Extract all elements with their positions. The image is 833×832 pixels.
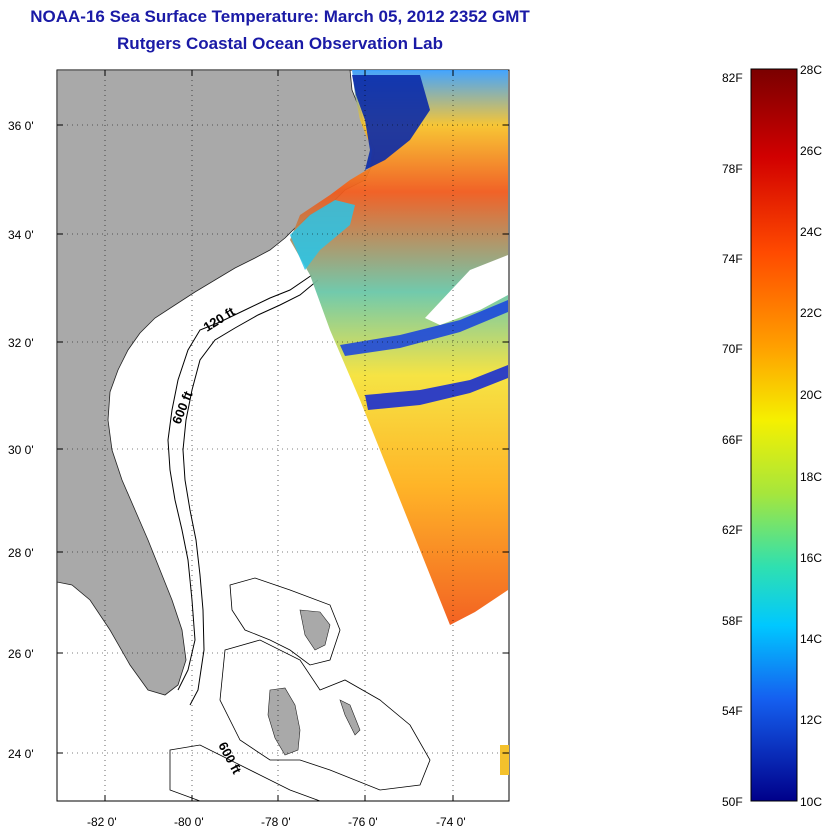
lon-axis: -82 0' -80 0' -78 0' -76 0' -74 0': [87, 815, 466, 829]
land-bahamas-abaco: [299, 609, 331, 651]
lon-label: -80 0': [174, 815, 204, 829]
colorbar-f-label: 54F: [722, 704, 743, 718]
map-title: NOAA-16 Sea Surface Temperature: March 0…: [30, 7, 530, 26]
colorbar-c-label: 20C: [800, 388, 823, 402]
colorbar: [750, 68, 798, 802]
colorbar-c-label: 10C: [800, 795, 823, 809]
map-subtitle: Rutgers Coastal Ocean Observation Lab: [117, 34, 443, 53]
sst-shelf-cool: [290, 200, 355, 270]
lat-label: 34 0': [8, 228, 34, 242]
lat-label: 24 0': [8, 747, 34, 761]
colorbar-c-label: 18C: [800, 470, 823, 484]
frame-ticks: [57, 70, 509, 801]
colorbar-f-label: 70F: [722, 342, 743, 356]
sst-cold-band: [365, 365, 508, 410]
contour-120ft: [167, 274, 313, 691]
colorbar-f-label: 82F: [722, 71, 743, 85]
lat-label: 36 0': [8, 119, 34, 133]
colorbar-f-label: 58F: [722, 614, 743, 628]
lat-label: 28 0': [8, 546, 34, 560]
land-bahamas-eleuthera: [339, 699, 361, 736]
colorbar-c-label: 24C: [800, 225, 823, 239]
sst-nearshore-cold: [352, 75, 430, 170]
colorbar-c-label: 28C: [800, 63, 823, 77]
lon-label: -78 0': [261, 815, 291, 829]
lat-label: 32 0': [8, 336, 34, 350]
graticule: [57, 70, 509, 801]
colorbar-c-label: 16C: [800, 551, 823, 565]
colorbar-c-label: 12C: [800, 713, 823, 727]
land-bahamas-andros: [267, 687, 301, 756]
colorbar-f-label: 74F: [722, 252, 743, 266]
colorbar-c-label: 22C: [800, 306, 823, 320]
lat-label: 26 0': [8, 647, 34, 661]
lon-label: -74 0': [436, 815, 466, 829]
contour-bahamas-2: [219, 639, 431, 791]
colorbar-c-label: 14C: [800, 632, 823, 646]
contour-bahamas: [229, 577, 341, 666]
cloud-gap: [425, 255, 508, 325]
colorbar-f-label: 78F: [722, 162, 743, 176]
sst-patch-se: [500, 745, 509, 775]
colorbar-f-label: 50F: [722, 795, 743, 809]
colorbar-c-label: 26C: [800, 144, 823, 158]
colorbar-f-label: 62F: [722, 523, 743, 537]
contour-cuba: [169, 744, 321, 801]
colorbar-f-label: 66F: [722, 433, 743, 447]
lat-axis: 36 0' 34 0' 32 0' 30 0' 28 0' 26 0' 24 0…: [8, 119, 34, 761]
lon-label: -82 0': [87, 815, 117, 829]
lon-label: -76 0': [348, 815, 378, 829]
lat-label: 30 0': [8, 443, 34, 457]
contour-600ft: [182, 279, 319, 706]
